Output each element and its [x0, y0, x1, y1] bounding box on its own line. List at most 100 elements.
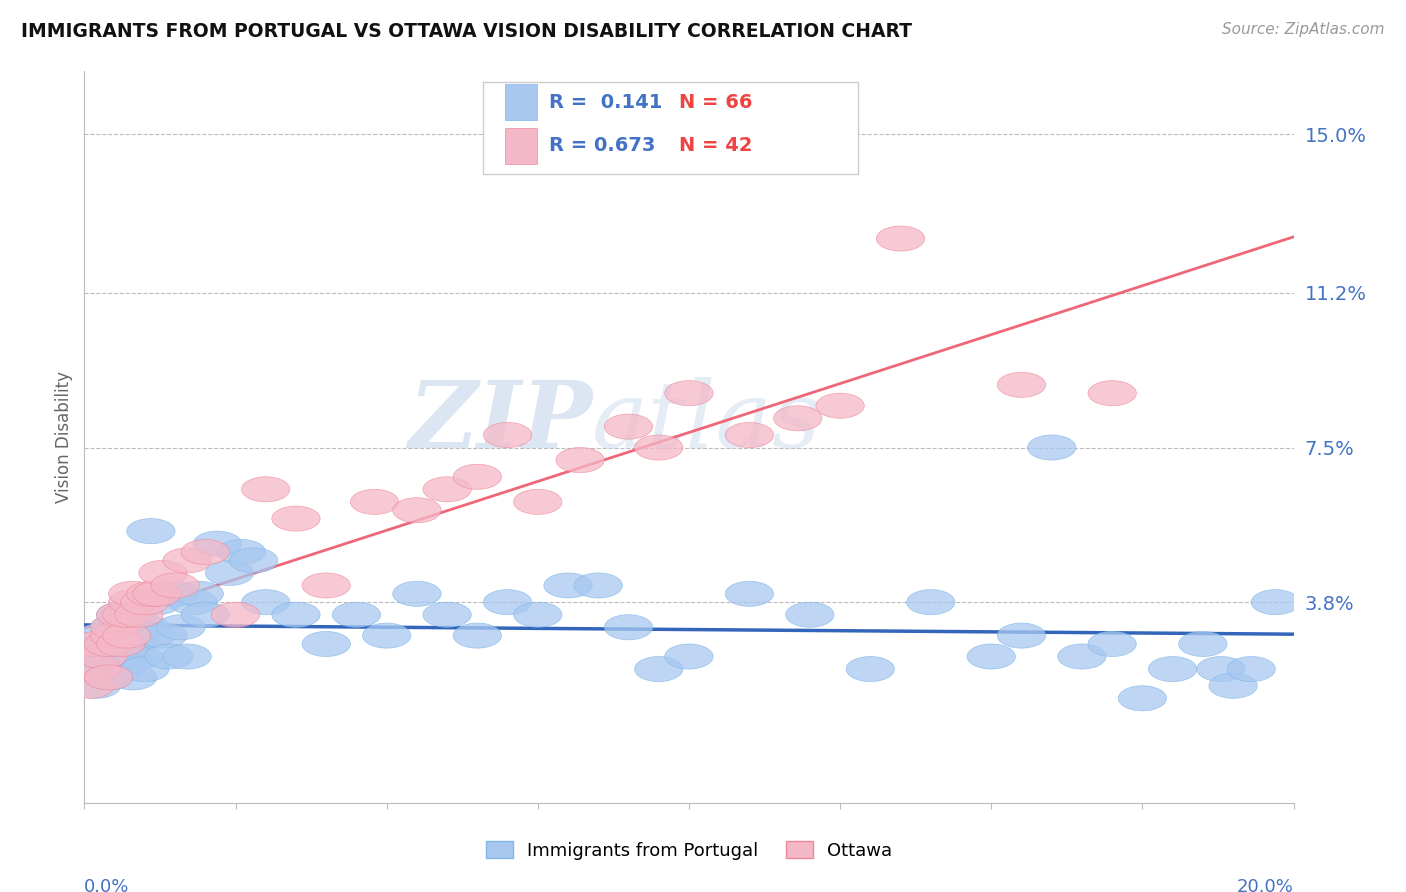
Ellipse shape	[97, 602, 145, 627]
Ellipse shape	[574, 573, 623, 598]
Ellipse shape	[84, 632, 132, 657]
Ellipse shape	[634, 657, 683, 681]
Ellipse shape	[115, 644, 163, 669]
Ellipse shape	[181, 602, 229, 627]
Ellipse shape	[1197, 657, 1246, 681]
Ellipse shape	[453, 464, 502, 490]
Text: Source: ZipAtlas.com: Source: ZipAtlas.com	[1222, 22, 1385, 37]
Ellipse shape	[1251, 590, 1299, 615]
Ellipse shape	[79, 624, 127, 648]
Ellipse shape	[242, 590, 290, 615]
Ellipse shape	[127, 582, 176, 607]
Ellipse shape	[907, 590, 955, 615]
Ellipse shape	[242, 477, 290, 502]
Ellipse shape	[1088, 381, 1136, 406]
Ellipse shape	[103, 602, 150, 627]
Ellipse shape	[1057, 644, 1107, 669]
Ellipse shape	[90, 624, 139, 648]
Ellipse shape	[544, 573, 592, 598]
Ellipse shape	[1149, 657, 1197, 681]
Text: R =  0.141: R = 0.141	[548, 93, 662, 112]
Ellipse shape	[218, 540, 266, 565]
Ellipse shape	[423, 477, 471, 502]
Ellipse shape	[1178, 632, 1227, 657]
Ellipse shape	[271, 602, 321, 627]
Ellipse shape	[211, 602, 260, 627]
Ellipse shape	[121, 590, 169, 615]
Ellipse shape	[108, 632, 157, 657]
Ellipse shape	[967, 644, 1015, 669]
Ellipse shape	[271, 506, 321, 531]
Ellipse shape	[157, 615, 205, 640]
Ellipse shape	[150, 582, 200, 607]
Ellipse shape	[363, 624, 411, 648]
Ellipse shape	[90, 644, 139, 669]
Y-axis label: Vision Disability: Vision Disability	[55, 371, 73, 503]
Text: N = 42: N = 42	[679, 136, 752, 155]
Ellipse shape	[150, 573, 200, 598]
Ellipse shape	[121, 657, 169, 681]
Ellipse shape	[1227, 657, 1275, 681]
Text: N = 66: N = 66	[679, 93, 752, 112]
Ellipse shape	[665, 644, 713, 669]
Ellipse shape	[108, 602, 157, 627]
Ellipse shape	[302, 573, 350, 598]
Ellipse shape	[484, 590, 531, 615]
FancyBboxPatch shape	[505, 128, 537, 164]
Ellipse shape	[605, 615, 652, 640]
Ellipse shape	[90, 615, 139, 640]
Ellipse shape	[634, 435, 683, 460]
Ellipse shape	[302, 632, 350, 657]
Ellipse shape	[97, 602, 145, 627]
Ellipse shape	[97, 632, 145, 657]
Ellipse shape	[72, 657, 121, 681]
Ellipse shape	[132, 582, 181, 607]
Ellipse shape	[66, 657, 115, 681]
Ellipse shape	[108, 590, 157, 615]
Ellipse shape	[84, 665, 132, 690]
Ellipse shape	[725, 423, 773, 448]
Text: 0.0%: 0.0%	[84, 878, 129, 892]
Ellipse shape	[132, 590, 181, 615]
Ellipse shape	[484, 423, 531, 448]
Ellipse shape	[72, 673, 121, 698]
Ellipse shape	[350, 490, 399, 515]
Text: 20.0%: 20.0%	[1237, 878, 1294, 892]
Ellipse shape	[392, 498, 441, 523]
Ellipse shape	[205, 560, 253, 585]
Ellipse shape	[115, 602, 163, 627]
Ellipse shape	[513, 602, 562, 627]
Ellipse shape	[84, 665, 132, 690]
Ellipse shape	[79, 644, 127, 669]
Ellipse shape	[90, 615, 139, 640]
Ellipse shape	[108, 665, 157, 690]
Ellipse shape	[139, 560, 187, 585]
Text: IMMIGRANTS FROM PORTUGAL VS OTTAWA VISION DISABILITY CORRELATION CHART: IMMIGRANTS FROM PORTUGAL VS OTTAWA VISIO…	[21, 22, 912, 41]
Ellipse shape	[815, 393, 865, 418]
Ellipse shape	[108, 582, 157, 607]
Ellipse shape	[1118, 686, 1167, 711]
Ellipse shape	[423, 602, 471, 627]
Ellipse shape	[1209, 673, 1257, 698]
Ellipse shape	[725, 582, 773, 607]
Ellipse shape	[84, 632, 132, 657]
Ellipse shape	[169, 590, 218, 615]
Ellipse shape	[115, 624, 163, 648]
Ellipse shape	[72, 632, 121, 657]
Ellipse shape	[392, 582, 441, 607]
Ellipse shape	[773, 406, 823, 431]
Ellipse shape	[127, 518, 176, 543]
Ellipse shape	[193, 531, 242, 557]
Ellipse shape	[786, 602, 834, 627]
Ellipse shape	[103, 644, 150, 669]
Ellipse shape	[97, 632, 145, 657]
Ellipse shape	[513, 490, 562, 515]
Text: atlas: atlas	[592, 377, 821, 467]
Ellipse shape	[103, 624, 150, 648]
Ellipse shape	[121, 615, 169, 640]
Ellipse shape	[127, 624, 176, 648]
Ellipse shape	[103, 624, 150, 648]
Ellipse shape	[229, 548, 278, 573]
Ellipse shape	[665, 381, 713, 406]
Ellipse shape	[1028, 435, 1076, 460]
